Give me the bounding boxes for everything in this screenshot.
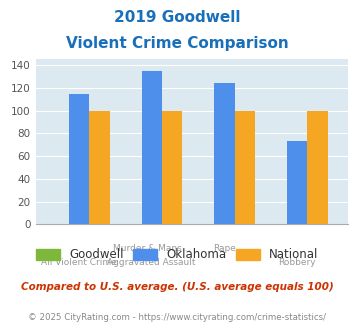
Text: Murder & Mans...: Murder & Mans... — [113, 244, 190, 253]
Bar — [214, 83, 235, 224]
Text: Compared to U.S. average. (U.S. average equals 100): Compared to U.S. average. (U.S. average … — [21, 282, 334, 292]
Bar — [307, 111, 328, 224]
Bar — [235, 111, 255, 224]
Text: Rape: Rape — [213, 244, 236, 253]
Legend: Goodwell, Oklahoma, National: Goodwell, Oklahoma, National — [37, 248, 318, 261]
Text: Violent Crime Comparison: Violent Crime Comparison — [66, 36, 289, 51]
Bar — [142, 71, 162, 224]
Text: Robbery: Robbery — [278, 258, 316, 267]
Bar — [69, 93, 89, 224]
Text: © 2025 CityRating.com - https://www.cityrating.com/crime-statistics/: © 2025 CityRating.com - https://www.city… — [28, 314, 327, 322]
Bar — [162, 111, 182, 224]
Bar — [89, 111, 110, 224]
Text: Aggravated Assault: Aggravated Assault — [108, 258, 196, 267]
Bar — [287, 141, 307, 224]
Text: 2019 Goodwell: 2019 Goodwell — [114, 10, 241, 25]
Text: All Violent Crime: All Violent Crime — [41, 258, 117, 267]
